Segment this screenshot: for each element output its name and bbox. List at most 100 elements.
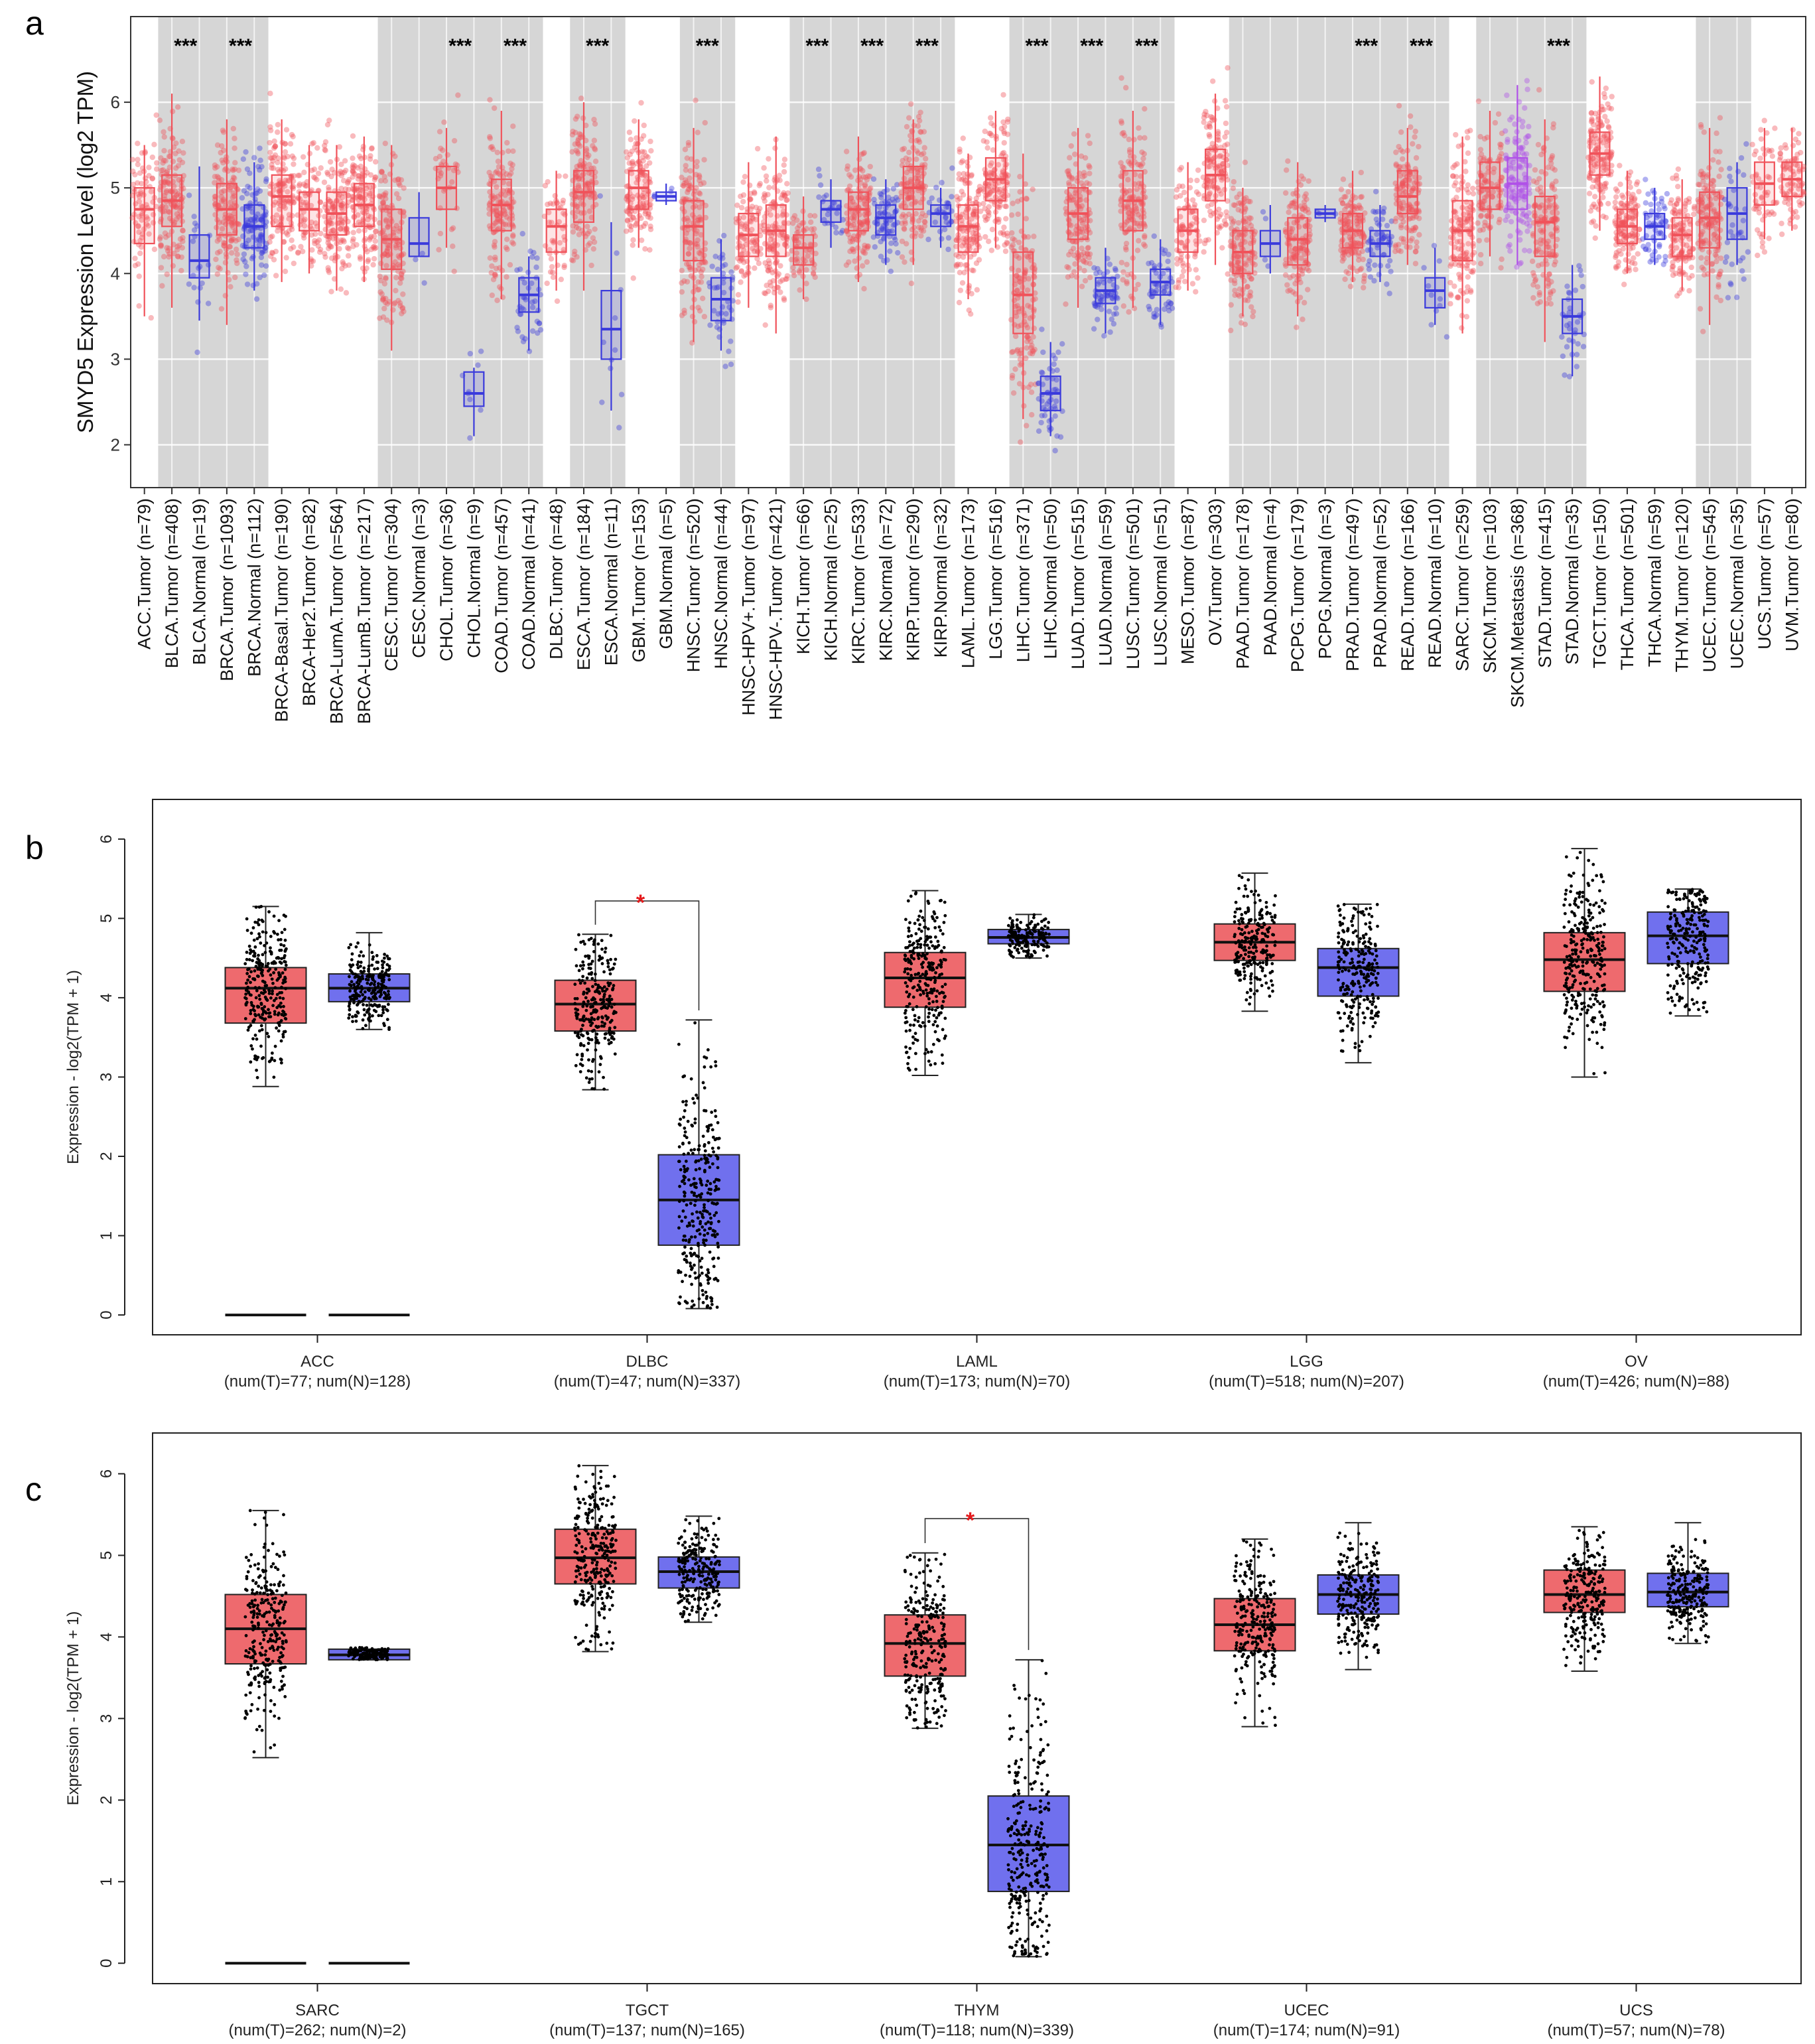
sample-point [1428, 322, 1434, 328]
sample-point [1187, 177, 1193, 184]
sample-point [1023, 216, 1030, 222]
sample-point [186, 192, 192, 198]
sample-point [172, 188, 178, 194]
sample-point [191, 227, 198, 233]
sample-point [803, 296, 809, 303]
sample-point [478, 348, 484, 354]
sample-point [1444, 334, 1450, 340]
sample-point [450, 243, 456, 249]
sample-point [899, 214, 905, 220]
sample-point [987, 115, 994, 121]
sample-point [263, 178, 269, 184]
sample-point [1448, 293, 1454, 299]
sample-point [366, 237, 373, 243]
sample-point [350, 155, 356, 161]
sample-point [301, 169, 307, 176]
sample-point [290, 133, 296, 140]
sample-point [172, 165, 179, 171]
sample-point [175, 163, 182, 169]
sample-point [214, 164, 220, 170]
x-tick-label: LIHC.Normal (n=50) [1041, 498, 1061, 659]
sample-point [138, 188, 144, 195]
sample-point [277, 178, 283, 184]
sample-point [1082, 277, 1089, 284]
sample-point [174, 253, 181, 259]
sample-point [176, 148, 182, 154]
sample-point [413, 256, 419, 263]
sample-point [1300, 265, 1307, 271]
sample-point [257, 234, 263, 239]
sample-point [282, 268, 289, 275]
sample-point [1413, 155, 1420, 161]
x-tick-label: HNSC-HPV+.Tumor (n=97) [738, 498, 758, 716]
sample-point [487, 97, 493, 103]
sample-point [259, 248, 266, 254]
sample-point [230, 174, 237, 180]
sample-point [275, 159, 281, 166]
sample-point [1151, 233, 1157, 239]
sample-point [249, 255, 255, 261]
sample-point [221, 242, 227, 249]
sample-point [232, 135, 237, 141]
x-tick-label: BRCA-Her2.Tumor (n=82) [299, 498, 319, 706]
sample-point [272, 143, 279, 149]
sample-point [1477, 251, 1484, 258]
sample-point [1243, 206, 1248, 212]
sample-point [1009, 230, 1015, 236]
sample-point [324, 121, 331, 128]
sample-point [1015, 211, 1021, 218]
sample-point [1447, 279, 1453, 286]
sample-point [709, 263, 715, 269]
sample-point [1000, 92, 1006, 98]
sample-point [552, 192, 559, 199]
sample-point [560, 197, 567, 204]
sample-point [259, 250, 265, 256]
y-tick-label: 5 [111, 178, 120, 198]
sample-point [437, 230, 444, 237]
sample-point [915, 113, 922, 120]
sample-point [253, 237, 260, 243]
sample-point [161, 134, 167, 140]
box [820, 200, 842, 223]
sample-point [376, 193, 382, 199]
sample-point [592, 159, 599, 165]
sample-point [159, 283, 165, 289]
sample-point [352, 163, 358, 169]
sample-point [273, 218, 279, 224]
sample-point [235, 167, 242, 173]
sample-point [179, 139, 186, 145]
sample-point [867, 163, 874, 170]
sample-point [632, 144, 638, 151]
sample-point [1232, 287, 1238, 294]
sample-point [148, 314, 154, 321]
sample-point [137, 170, 143, 176]
sample-point [1065, 171, 1072, 177]
sample-point [276, 200, 282, 206]
sample-point [1409, 236, 1415, 241]
box [683, 200, 705, 262]
x-tick-label: KIRC.Tumor (n=533) [848, 498, 868, 664]
sample-point [1079, 283, 1085, 289]
sample-point [1021, 233, 1027, 239]
sample-point [135, 161, 141, 168]
sample-point [1010, 200, 1016, 206]
sample-point [1126, 147, 1133, 153]
sample-point [1173, 284, 1179, 291]
sample-point [245, 228, 251, 234]
sample-point [862, 183, 868, 189]
sample-point [762, 193, 768, 199]
sample-point [245, 204, 252, 211]
sample-point [267, 253, 274, 259]
sample-point [234, 251, 240, 257]
sample-point [1031, 234, 1037, 239]
sample-point [329, 167, 335, 172]
sample-point [171, 202, 178, 208]
sample-point [258, 232, 264, 238]
sample-point [647, 160, 653, 166]
sample-point [283, 127, 290, 133]
sample-point [157, 236, 163, 242]
sample-point [243, 149, 249, 155]
sample-point [241, 188, 247, 194]
x-tick-label: KICH.Normal (n=25) [821, 498, 841, 661]
sample-point [616, 425, 622, 431]
